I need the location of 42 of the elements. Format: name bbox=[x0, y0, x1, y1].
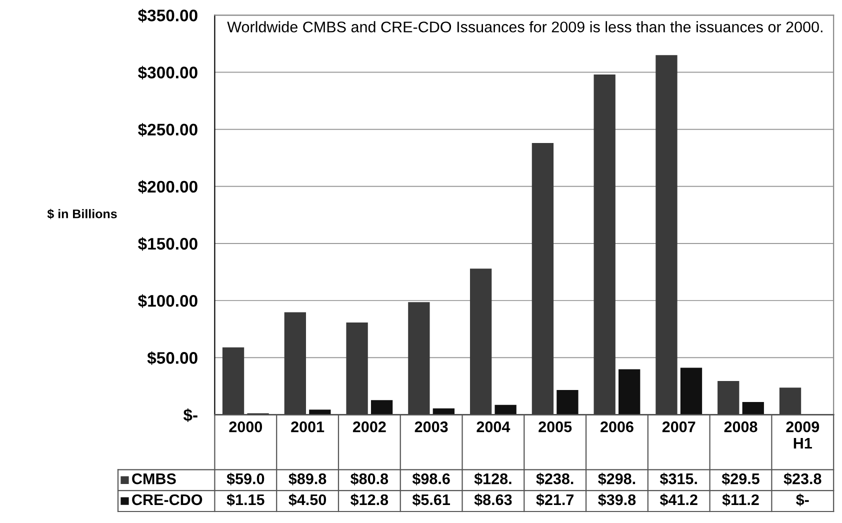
data-label: $59.0 bbox=[226, 472, 264, 486]
chart-title: Worldwide CMBS and CRE-CDO Issuances for 2009 is less than the issuances or 2000. bbox=[227, 21, 822, 32]
y-tick-label: $250.00 bbox=[138, 123, 198, 137]
data-label: $98.6 bbox=[412, 472, 450, 486]
x-tick-label: 2000 bbox=[229, 421, 262, 432]
data-label: $21.7 bbox=[536, 494, 574, 506]
x-tick-label: 2008 bbox=[724, 421, 758, 432]
y-tick-label: $- bbox=[183, 408, 198, 422]
data-label: $315. bbox=[660, 472, 697, 486]
data-label: $8.63 bbox=[474, 494, 512, 506]
data-label: $5.61 bbox=[412, 494, 450, 506]
legend-label: CMBS bbox=[132, 473, 176, 484]
x-tick-label: 2002 bbox=[352, 421, 386, 432]
x-tick-label: 2009 H1 bbox=[786, 421, 820, 449]
data-label: $1.15 bbox=[226, 494, 264, 506]
x-tick-label: 2004 bbox=[476, 421, 510, 432]
legend-label: CRE-CDO bbox=[132, 494, 202, 506]
data-label: $11.2 bbox=[722, 494, 759, 506]
y-tick-label: $100.00 bbox=[138, 294, 198, 308]
data-label: $- bbox=[796, 494, 809, 506]
data-label: $39.8 bbox=[598, 494, 636, 506]
y-tick-label: $200.00 bbox=[138, 180, 198, 194]
y-tick-label: $350.00 bbox=[138, 8, 198, 22]
data-label: $80.8 bbox=[350, 472, 388, 486]
x-tick-label: 2001 bbox=[291, 421, 324, 432]
data-label: $238. bbox=[536, 472, 574, 486]
x-tick-label: 2005 bbox=[538, 421, 572, 432]
x-tick-label: 2006 bbox=[600, 421, 634, 432]
y-tick-label: $50.00 bbox=[147, 351, 198, 365]
y-axis-title: $ in Billions bbox=[47, 208, 117, 220]
x-tick-label: 2007 bbox=[662, 421, 696, 432]
x-tick-label: 2003 bbox=[414, 421, 448, 432]
data-label: $23.8 bbox=[784, 472, 822, 486]
data-label: $298. bbox=[598, 472, 636, 486]
y-tick-label: $150.00 bbox=[138, 237, 198, 251]
data-label: $41.2 bbox=[660, 494, 698, 506]
data-label: $4.50 bbox=[288, 494, 326, 506]
y-tick-label: $300.00 bbox=[138, 66, 198, 80]
data-label: $89.8 bbox=[288, 472, 326, 486]
data-label: $12.8 bbox=[350, 494, 388, 506]
data-label: $29.5 bbox=[722, 472, 760, 486]
data-label: $128. bbox=[474, 472, 512, 486]
